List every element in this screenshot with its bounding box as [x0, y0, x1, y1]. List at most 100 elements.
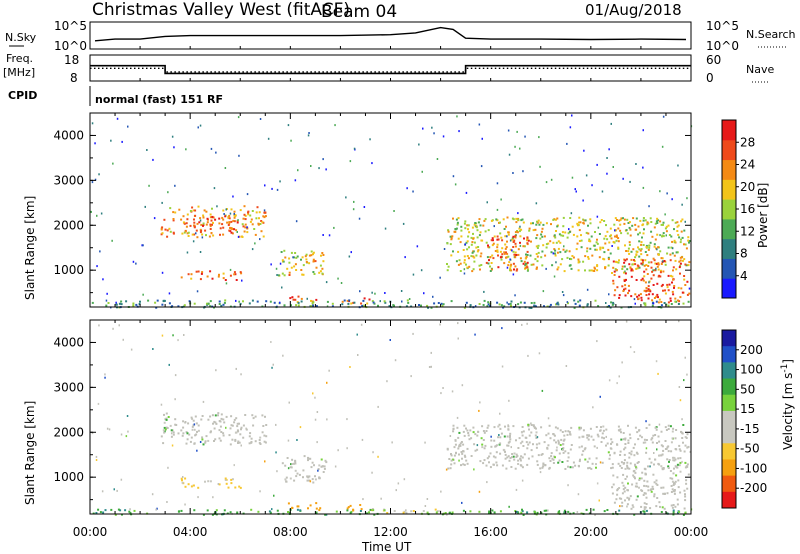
power-cell	[580, 239, 583, 242]
velocity-cell	[205, 435, 208, 438]
power-cell	[607, 258, 610, 261]
velocity-cell	[643, 484, 646, 487]
power-cell	[514, 235, 517, 238]
y-tick-label: 3000	[53, 380, 84, 394]
power-cell	[596, 238, 598, 241]
nsky-tick-top: 10^5	[54, 19, 87, 33]
power-cell	[279, 301, 281, 304]
power-cell	[500, 236, 503, 239]
power-cell	[457, 250, 460, 253]
velocity-cell	[629, 462, 632, 465]
power-cell	[470, 243, 473, 246]
velocity-cell	[552, 433, 555, 436]
power-cell	[169, 207, 172, 210]
power-cell	[460, 235, 463, 238]
power-cell	[669, 259, 672, 262]
power-cell	[639, 219, 642, 222]
power-cell	[504, 247, 507, 250]
power-cell	[524, 135, 526, 138]
velocity-cell	[458, 453, 460, 456]
freq-tick-top: 18	[64, 53, 79, 67]
power-cell	[670, 235, 673, 238]
velocity-cell	[440, 392, 442, 395]
velocity-cell	[671, 477, 674, 480]
power-cell	[655, 295, 658, 298]
velocity-cell	[461, 457, 463, 460]
power-cell	[161, 226, 164, 229]
power-cell	[362, 299, 365, 302]
velocity-cell	[239, 433, 242, 436]
power-cell	[657, 301, 660, 304]
power-cell	[613, 270, 616, 273]
velocity-cell	[489, 466, 492, 469]
power-cell	[496, 208, 499, 211]
velocity-cell	[608, 379, 611, 382]
power-cell	[514, 242, 517, 245]
power-cell	[542, 244, 545, 247]
power-cell	[608, 148, 610, 151]
power-cell	[645, 246, 648, 249]
power-cell	[406, 299, 409, 302]
power-cell	[192, 209, 195, 212]
power-cell	[241, 279, 243, 282]
power-cell	[288, 257, 291, 260]
power-cell	[218, 217, 221, 220]
velocity-cell	[276, 470, 278, 473]
velocity-cell	[685, 479, 688, 482]
velocity-cell	[508, 440, 511, 443]
velocity-cell	[635, 451, 638, 454]
velocity-cell	[564, 430, 567, 433]
velocity-cell	[450, 453, 452, 455]
power-cell	[594, 267, 596, 270]
power-cell	[615, 235, 618, 238]
power-cell	[219, 227, 222, 230]
power-cell	[318, 271, 321, 274]
power-cell	[634, 223, 637, 226]
cpid-program: normal (fast) 151 RF	[95, 93, 223, 106]
power-cell	[667, 301, 670, 304]
velocity-cell	[579, 458, 581, 461]
velocity-cell	[627, 439, 630, 442]
power-cell	[201, 271, 204, 274]
velocity-cell	[440, 490, 442, 493]
power-cell	[234, 273, 237, 276]
power-cell	[334, 124, 336, 127]
power-cell	[237, 219, 239, 222]
velocity-cell	[676, 466, 679, 469]
power-cell	[642, 219, 645, 222]
velocity-cell	[654, 426, 657, 429]
power-cell	[688, 241, 690, 244]
power-cell	[487, 262, 490, 265]
power-cell	[674, 221, 677, 224]
velocity-cell	[683, 507, 686, 510]
power-cell	[637, 233, 640, 236]
velocity-cell	[106, 427, 109, 430]
power-cell	[255, 211, 258, 214]
velocity-cell	[448, 511, 451, 514]
velocity-cell	[633, 513, 636, 516]
power-cell	[594, 248, 597, 251]
velocity-cell	[577, 464, 580, 467]
power-cell	[214, 218, 217, 221]
power-cell	[478, 264, 481, 267]
power-cell	[507, 264, 510, 267]
power-cell	[605, 224, 607, 227]
velocity-colorbar-swatch	[722, 330, 736, 347]
velocity-cell	[307, 476, 310, 479]
power-cell	[457, 263, 460, 266]
power-cell	[617, 237, 620, 240]
velocity-cell	[237, 440, 240, 443]
x-tick-label: 04:00	[173, 525, 208, 539]
velocity-cell	[587, 434, 590, 437]
power-cell	[678, 266, 681, 269]
power-cell	[615, 269, 618, 272]
velocity-cell	[611, 466, 614, 469]
power-cell	[564, 231, 567, 234]
power-cell	[220, 304, 223, 307]
power-cell	[650, 230, 653, 233]
power-cell	[618, 259, 620, 262]
velocity-cell	[473, 468, 475, 471]
power-cell	[363, 206, 366, 208]
power-cell	[292, 256, 294, 259]
power-cell	[512, 235, 515, 238]
